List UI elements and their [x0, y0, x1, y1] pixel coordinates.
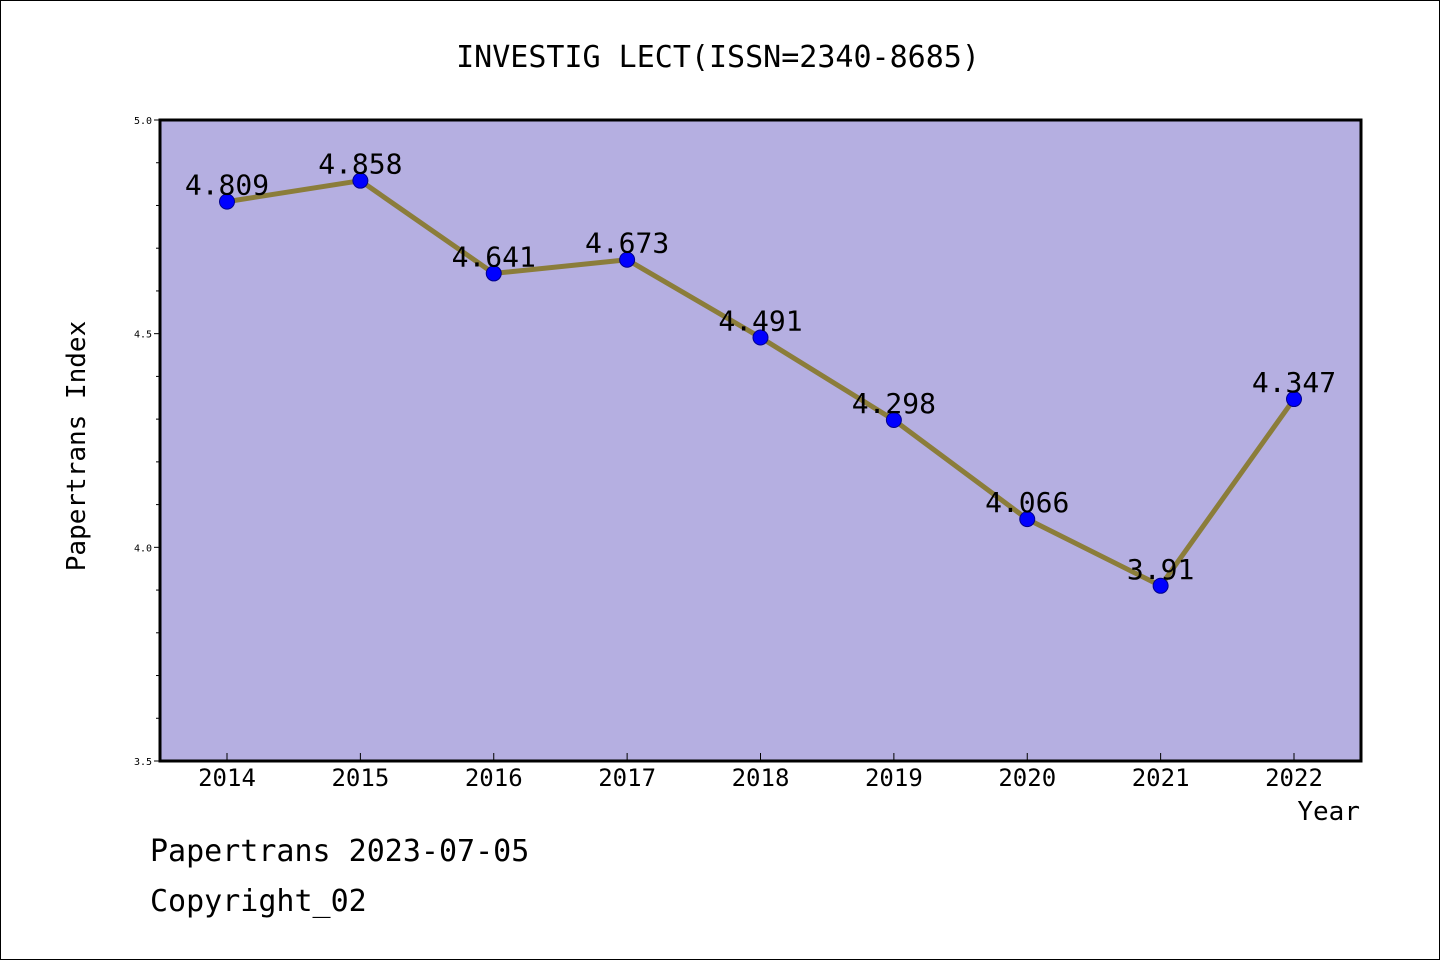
y-axis-label: Papertrans Index — [62, 321, 92, 571]
y-tick-label: 4.5 — [134, 330, 152, 341]
footer-date: Papertrans 2023-07-05 — [150, 834, 530, 869]
data-label: 4.347 — [1252, 366, 1336, 399]
y-tick-label: 3.5 — [134, 757, 152, 768]
x-tick-label: 2018 — [732, 764, 790, 792]
data-point — [352, 172, 369, 189]
data-labels: 4.809 4.858 4.641 4.673 4.491 4.298 4.066 3.91 4… — [185, 148, 1336, 586]
y-tick-label: 4.0 — [134, 543, 152, 554]
x-tick-label: 2022 — [1265, 764, 1323, 792]
data-point — [219, 193, 235, 210]
data-point — [1019, 511, 1036, 528]
x-axis-ticks: 2014 2015 2016 2017 2018 2019 2020 2021 2022 — [198, 753, 1323, 792]
data-label: 4.066 — [985, 486, 1069, 519]
data-label: 4.641 — [452, 240, 536, 273]
data-label: 3.91 — [1127, 553, 1194, 586]
data-point — [885, 411, 902, 428]
plot-border — [158, 118, 1363, 763]
x-tick-label: 2019 — [865, 764, 923, 792]
x-tick-label: 2021 — [1132, 764, 1190, 792]
x-tick-label: 2016 — [465, 764, 523, 792]
x-axis-label: Year — [1297, 797, 1360, 827]
chart-title: INVESTIG LECT(ISSN=2340-8685) — [456, 40, 980, 75]
y-axis-ticks: 3.5 4.0 4.5 5.0 — [134, 116, 160, 768]
data-label: 4.298 — [852, 387, 936, 420]
data-point — [1286, 391, 1302, 408]
data-markers — [219, 172, 1302, 594]
data-point — [752, 329, 769, 346]
y-tick-label: 5.0 — [134, 116, 152, 127]
data-point — [485, 265, 502, 282]
x-tick-label: 2020 — [998, 764, 1056, 792]
data-label: 4.809 — [185, 169, 269, 202]
data-point — [619, 251, 636, 268]
data-label: 4.491 — [718, 305, 802, 338]
footer-copyright: Copyright_02 — [150, 884, 367, 919]
data-label: 4.858 — [318, 148, 402, 181]
x-tick-label: 2015 — [331, 764, 389, 792]
data-point — [1152, 577, 1169, 594]
plot-area — [160, 120, 1361, 761]
x-tick-label: 2017 — [598, 764, 656, 792]
data-label: 4.673 — [585, 227, 669, 260]
x-tick-label: 2014 — [198, 764, 256, 792]
